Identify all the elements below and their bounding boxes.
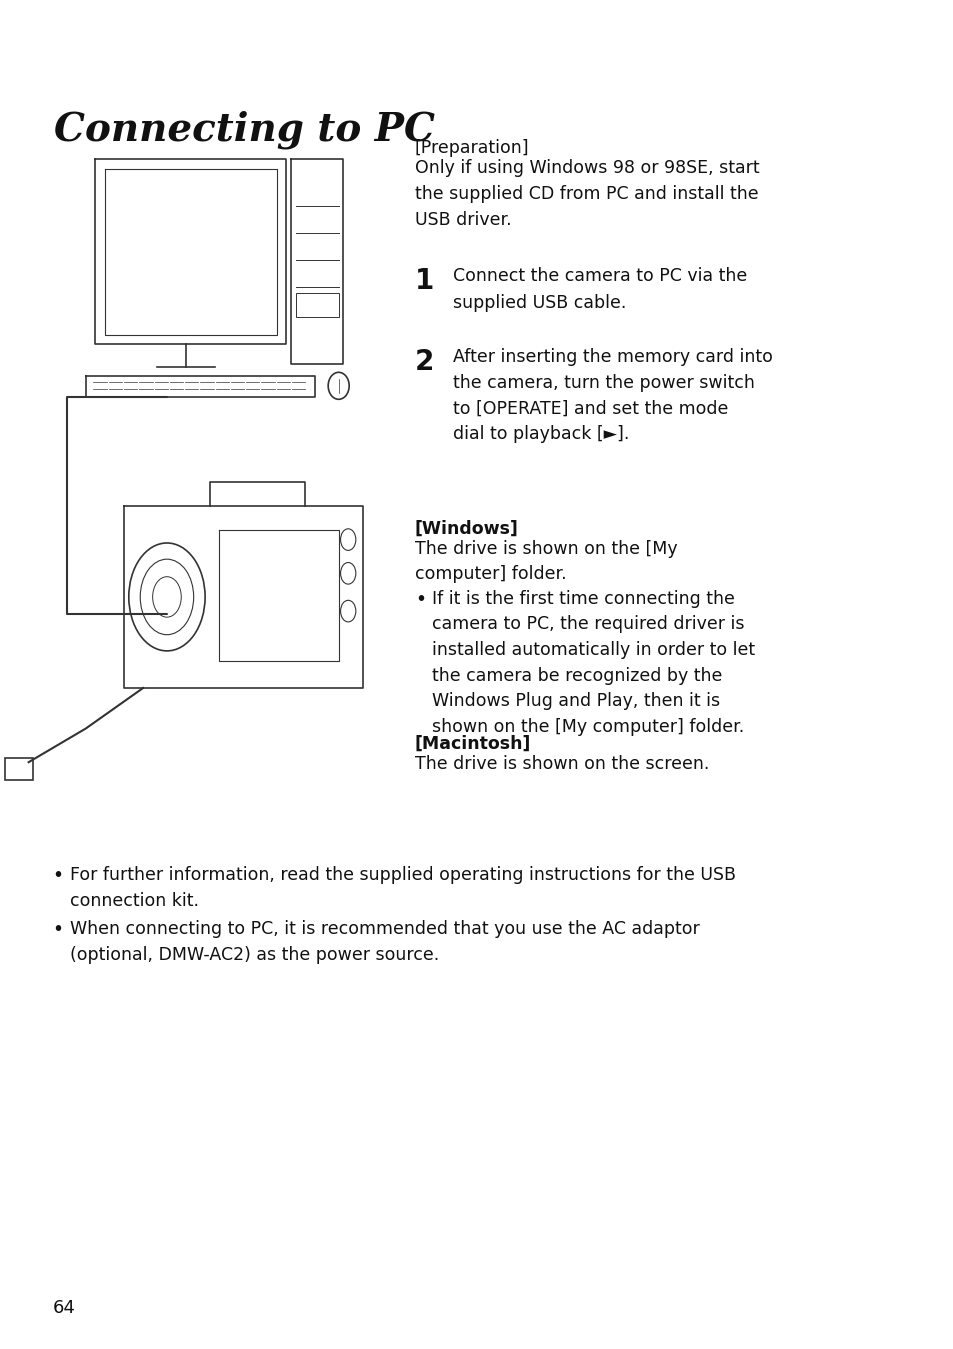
Text: The drive is shown on the screen.: The drive is shown on the screen. [415,755,709,773]
Circle shape [340,563,355,584]
Text: When connecting to PC, it is recommended that you use the AC adaptor
(optional, : When connecting to PC, it is recommended… [70,920,699,963]
Ellipse shape [328,372,349,399]
Text: [Macintosh]: [Macintosh] [415,735,531,753]
FancyBboxPatch shape [295,293,338,317]
Circle shape [340,600,355,622]
Text: [Windows]: [Windows] [415,519,518,537]
Text: For further information, read the supplied operating instructions for the USB
co: For further information, read the suppli… [70,866,735,909]
Text: After inserting the memory card into
the camera, turn the power switch
to [OPERA: After inserting the memory card into the… [453,348,772,442]
Text: •: • [52,866,64,885]
Circle shape [129,542,205,652]
Text: •: • [52,920,64,939]
FancyBboxPatch shape [5,758,33,780]
Circle shape [340,529,355,550]
Circle shape [140,558,193,635]
Circle shape [152,577,181,618]
Text: 64: 64 [52,1299,75,1317]
Text: The drive is shown on the [My
computer] folder.: The drive is shown on the [My computer] … [415,540,677,583]
Text: Connect the camera to PC via the
supplied USB cable.: Connect the camera to PC via the supplie… [453,267,746,312]
Text: [Preparation]: [Preparation] [415,139,529,156]
Text: •: • [415,590,426,608]
Text: 2: 2 [415,348,434,376]
Text: 1: 1 [415,267,434,295]
Text: If it is the first time connecting the
camera to PC, the required driver is
inst: If it is the first time connecting the c… [432,590,755,737]
Text: Connecting to PC: Connecting to PC [54,111,435,150]
Text: Only if using Windows 98 or 98SE, start
the supplied CD from PC and install the
: Only if using Windows 98 or 98SE, start … [415,159,759,228]
